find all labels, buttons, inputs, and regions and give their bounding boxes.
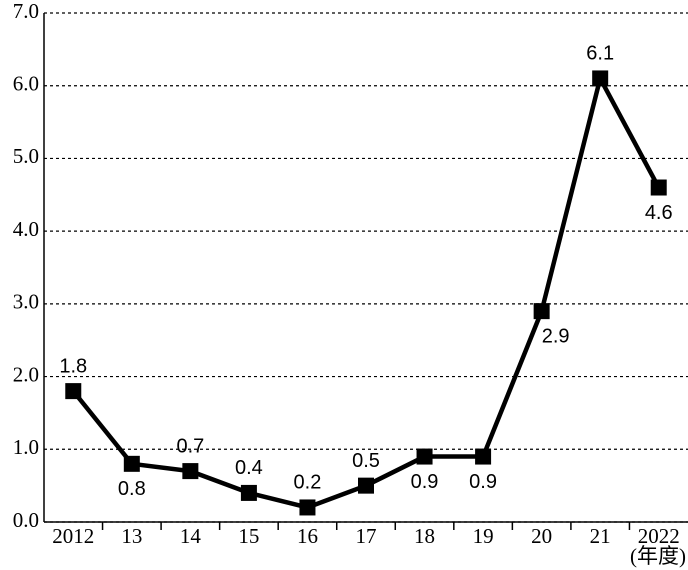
y-tick-label: 4.0 <box>13 217 39 241</box>
x-axis-label: (年度) <box>630 544 686 568</box>
marker <box>299 499 316 516</box>
marker <box>475 448 492 465</box>
data-label: 0.4 <box>235 457 263 479</box>
data-label: 1.8 <box>59 355 87 377</box>
x-tick-label: 19 <box>473 524 494 548</box>
data-label: 0.2 <box>294 472 322 494</box>
data-label: 2.9 <box>542 325 570 347</box>
y-tick-label: 2.0 <box>13 362 39 386</box>
x-tick-label: 2012 <box>52 524 94 548</box>
y-tick-label: 0.0 <box>13 508 39 532</box>
marker <box>416 448 433 465</box>
marker <box>65 383 82 400</box>
data-label: 4.6 <box>645 202 673 224</box>
marker <box>592 70 609 87</box>
marker <box>240 484 257 501</box>
y-tick-label: 7.0 <box>13 0 39 23</box>
marker <box>650 179 667 196</box>
y-tick-label: 5.0 <box>13 144 39 168</box>
data-label: 0.9 <box>411 471 439 493</box>
marker <box>123 455 140 472</box>
x-tick-label: 15 <box>238 524 259 548</box>
x-tick-label: 17 <box>356 524 377 548</box>
line <box>71 76 661 510</box>
marker <box>533 303 550 320</box>
x-tick-label: 18 <box>414 524 435 548</box>
y-tick-label: 3.0 <box>13 290 39 314</box>
x-tick-label: 16 <box>297 524 318 548</box>
marker <box>358 477 374 494</box>
x-tick-label: 14 <box>180 524 202 548</box>
x-tick-label: 21 <box>590 524 611 548</box>
data-label: 0.8 <box>118 478 146 500</box>
data-label: 0.9 <box>469 471 497 493</box>
marker <box>182 463 199 480</box>
y-tick-label: 6.0 <box>13 72 39 96</box>
x-tick-label: 13 <box>121 524 142 548</box>
x-tick-label: 20 <box>531 524 552 548</box>
data-label: 0.5 <box>352 450 380 472</box>
data-label: 0.7 <box>176 435 204 457</box>
x-tick-label: 2022 <box>638 524 680 548</box>
data-label: 6.1 <box>586 43 614 65</box>
y-tick-label: 1.0 <box>13 435 39 459</box>
